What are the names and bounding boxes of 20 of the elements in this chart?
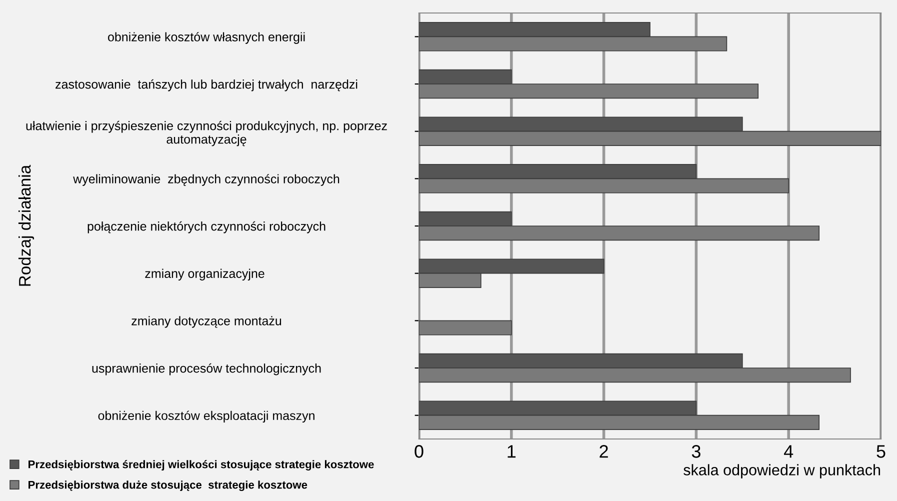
x-axis-title: skala odpowiedzi w punktach	[684, 464, 880, 478]
y-tick-label: zmiany organizacyjne	[145, 268, 264, 280]
y-axis-title: Rodzaj działania	[18, 164, 34, 286]
y-tick-label: wyeliminowanie zbędnych czynności roboczych	[73, 174, 340, 186]
x-tick-label: 2	[600, 445, 608, 458]
y-tick-label: zmiany dotyczące montażu	[132, 316, 282, 328]
y-tick-label: połączenie niektórych czynności roboczych	[88, 221, 326, 234]
x-tick-label: 1	[508, 445, 516, 458]
y-tick-label: obniżenie kosztów eksploatacji maszyn	[98, 410, 314, 423]
x-tick-label: 3	[692, 445, 700, 458]
x-tick-label: 4	[784, 445, 794, 458]
y-tick-label: usprawnienie procesów technologicznych	[92, 363, 321, 376]
y-tick-label: zastosowanie tańszych lub bardziej trwałych narzędzi	[56, 79, 358, 92]
legend-label: Przedsiębiorstwa duże stosujące strategie kosztowe	[28, 480, 308, 491]
x-tick-label: 0	[414, 445, 424, 458]
bar	[419, 320, 512, 336]
x-tick-label: 5	[876, 445, 886, 458]
y-tick-label: obniżenie kosztów własnych energii	[108, 32, 305, 44]
legend-label: Przedsiębiorstwa średniej wielkości stosujące strategie kosztowe	[28, 460, 374, 471]
y-tick-label: ułatwienie i przyśpieszenie czynności produkcyjnych, np. poprzez automatyzację	[26, 120, 387, 146]
